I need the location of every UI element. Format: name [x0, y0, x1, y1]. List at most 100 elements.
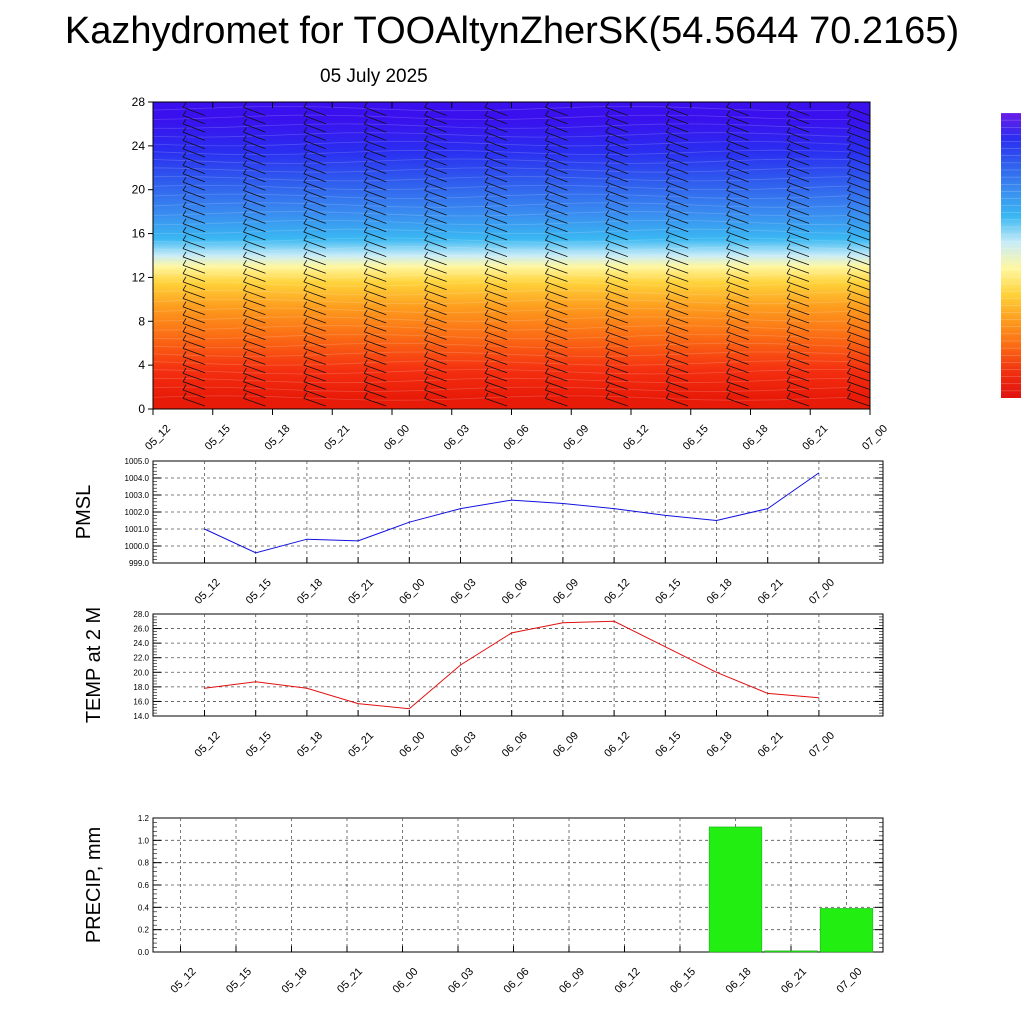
- wind-barb: [484, 206, 508, 216]
- wind-barb-flag: [182, 127, 187, 133]
- wind-barb-flag: [484, 309, 489, 316]
- ytick-label: 18.0: [133, 683, 149, 692]
- wind-barb-flag: [665, 127, 670, 133]
- wind-barb-flag: [363, 309, 368, 316]
- wind-barb: [424, 131, 447, 141]
- wind-barb: [182, 181, 206, 191]
- heatmap-xtick-label: 06_12: [621, 423, 651, 453]
- wind-barb: [786, 190, 810, 199]
- wind-barb: [605, 356, 628, 365]
- wind-barb: [303, 106, 326, 116]
- wind-barb: [364, 131, 387, 141]
- wind-barb-flag: [545, 135, 549, 141]
- temperature-chart: 14.0 16.0 18.0 20.0 22.0 24.0 26.0 28.0 05_12 05_…: [83, 607, 884, 760]
- xtick-label: 06_09: [557, 966, 587, 996]
- wind-barb: [786, 106, 810, 116]
- wind-barb: [243, 181, 266, 191]
- wind-barb: [484, 323, 508, 332]
- wind-barb-flag: [665, 102, 670, 108]
- wind-barb-flag: [424, 309, 428, 316]
- wind-barb: [545, 123, 568, 133]
- wind-barb: [726, 214, 749, 224]
- wind-barb-flag: [545, 259, 549, 266]
- wind-barb: [484, 131, 508, 141]
- wind-barb-flag: [665, 301, 670, 308]
- wind-barb-flag: [786, 276, 791, 283]
- heatmap-ytick-label: 12: [132, 270, 146, 284]
- wind-barb-flag: [665, 384, 670, 391]
- wind-barb: [847, 206, 870, 216]
- wind-barb: [545, 140, 568, 150]
- wind-barb-flag: [243, 160, 247, 166]
- wind-barb: [666, 173, 689, 183]
- wind-barb: [786, 165, 810, 174]
- wind-barb: [545, 306, 568, 316]
- wind-barb: [847, 372, 870, 382]
- wind-barb: [182, 306, 206, 316]
- wind-barb-flag: [545, 376, 549, 382]
- wind-barb: [303, 364, 326, 374]
- wind-barb-flag: [847, 351, 851, 357]
- wind-barb: [243, 123, 266, 133]
- wind-barb: [182, 331, 206, 340]
- wind-barb-flag: [303, 384, 308, 391]
- wind-barb: [484, 223, 508, 233]
- wind-barb-flag: [182, 293, 187, 299]
- wind-barb: [243, 314, 266, 324]
- wind-barb: [182, 264, 206, 274]
- xtick-label: 06_00: [391, 966, 421, 996]
- wind-barb: [726, 140, 749, 150]
- wind-barb-flag: [545, 118, 549, 125]
- wind-barb: [303, 148, 326, 158]
- wind-barb-flag: [303, 127, 308, 133]
- ytick-label: 14.0: [133, 712, 149, 721]
- wind-barb: [847, 248, 870, 257]
- wind-barb: [243, 339, 266, 349]
- wind-barb: [484, 231, 508, 241]
- wind-barb: [424, 314, 447, 324]
- wind-barb-flag: [847, 185, 851, 191]
- contour-line: [152, 105, 850, 112]
- wind-barb: [786, 140, 810, 150]
- wind-barb-flag: [484, 251, 489, 258]
- wind-barb: [182, 348, 206, 357]
- wind-barb: [666, 148, 689, 158]
- wind-barb-flag: [182, 210, 187, 216]
- ytick-label: 1000.0: [125, 542, 150, 551]
- wind-barb-flag: [182, 135, 187, 141]
- wind-barb: [424, 231, 447, 241]
- wind-barb-flag: [847, 301, 851, 308]
- wind-barb: [424, 372, 447, 382]
- heatmap-xtick-label: 07_00: [860, 423, 890, 453]
- ytick-label: 24.0: [133, 639, 149, 648]
- wind-barb-flag: [363, 243, 368, 249]
- wind-barb-flag: [665, 359, 670, 366]
- wind-barb-flag: [424, 284, 428, 291]
- wind-barb-flag: [303, 135, 308, 141]
- wind-barb-flag: [847, 160, 851, 166]
- wind-barb: [605, 289, 628, 299]
- wind-barb-flag: [243, 367, 247, 374]
- ytick-label: 0.2: [138, 926, 150, 935]
- xtick-label: 07_00: [807, 730, 837, 760]
- wind-barb: [545, 206, 568, 216]
- wind-barb-flag: [545, 226, 549, 233]
- wind-barb-flag: [182, 359, 187, 366]
- wind-barb: [545, 106, 568, 116]
- wind-barb: [364, 181, 387, 191]
- wind-barb-flag: [786, 318, 791, 324]
- wind-barb: [786, 198, 810, 208]
- wind-barb-flag: [605, 392, 610, 399]
- wind-barb-flag: [182, 367, 187, 374]
- wind-barb-flag: [363, 392, 368, 399]
- wind-barb-flag: [484, 276, 489, 283]
- wind-barb-flag: [726, 367, 730, 374]
- wind-barb: [847, 323, 870, 332]
- wind-barb-flag: [363, 326, 368, 332]
- wind-barb-flag: [605, 226, 610, 233]
- wind-barb-flag: [363, 276, 368, 283]
- wind-barb-flag: [303, 168, 308, 174]
- wind-barb-flag: [243, 201, 247, 208]
- wind-barb: [605, 115, 628, 125]
- wind-barb: [666, 314, 689, 324]
